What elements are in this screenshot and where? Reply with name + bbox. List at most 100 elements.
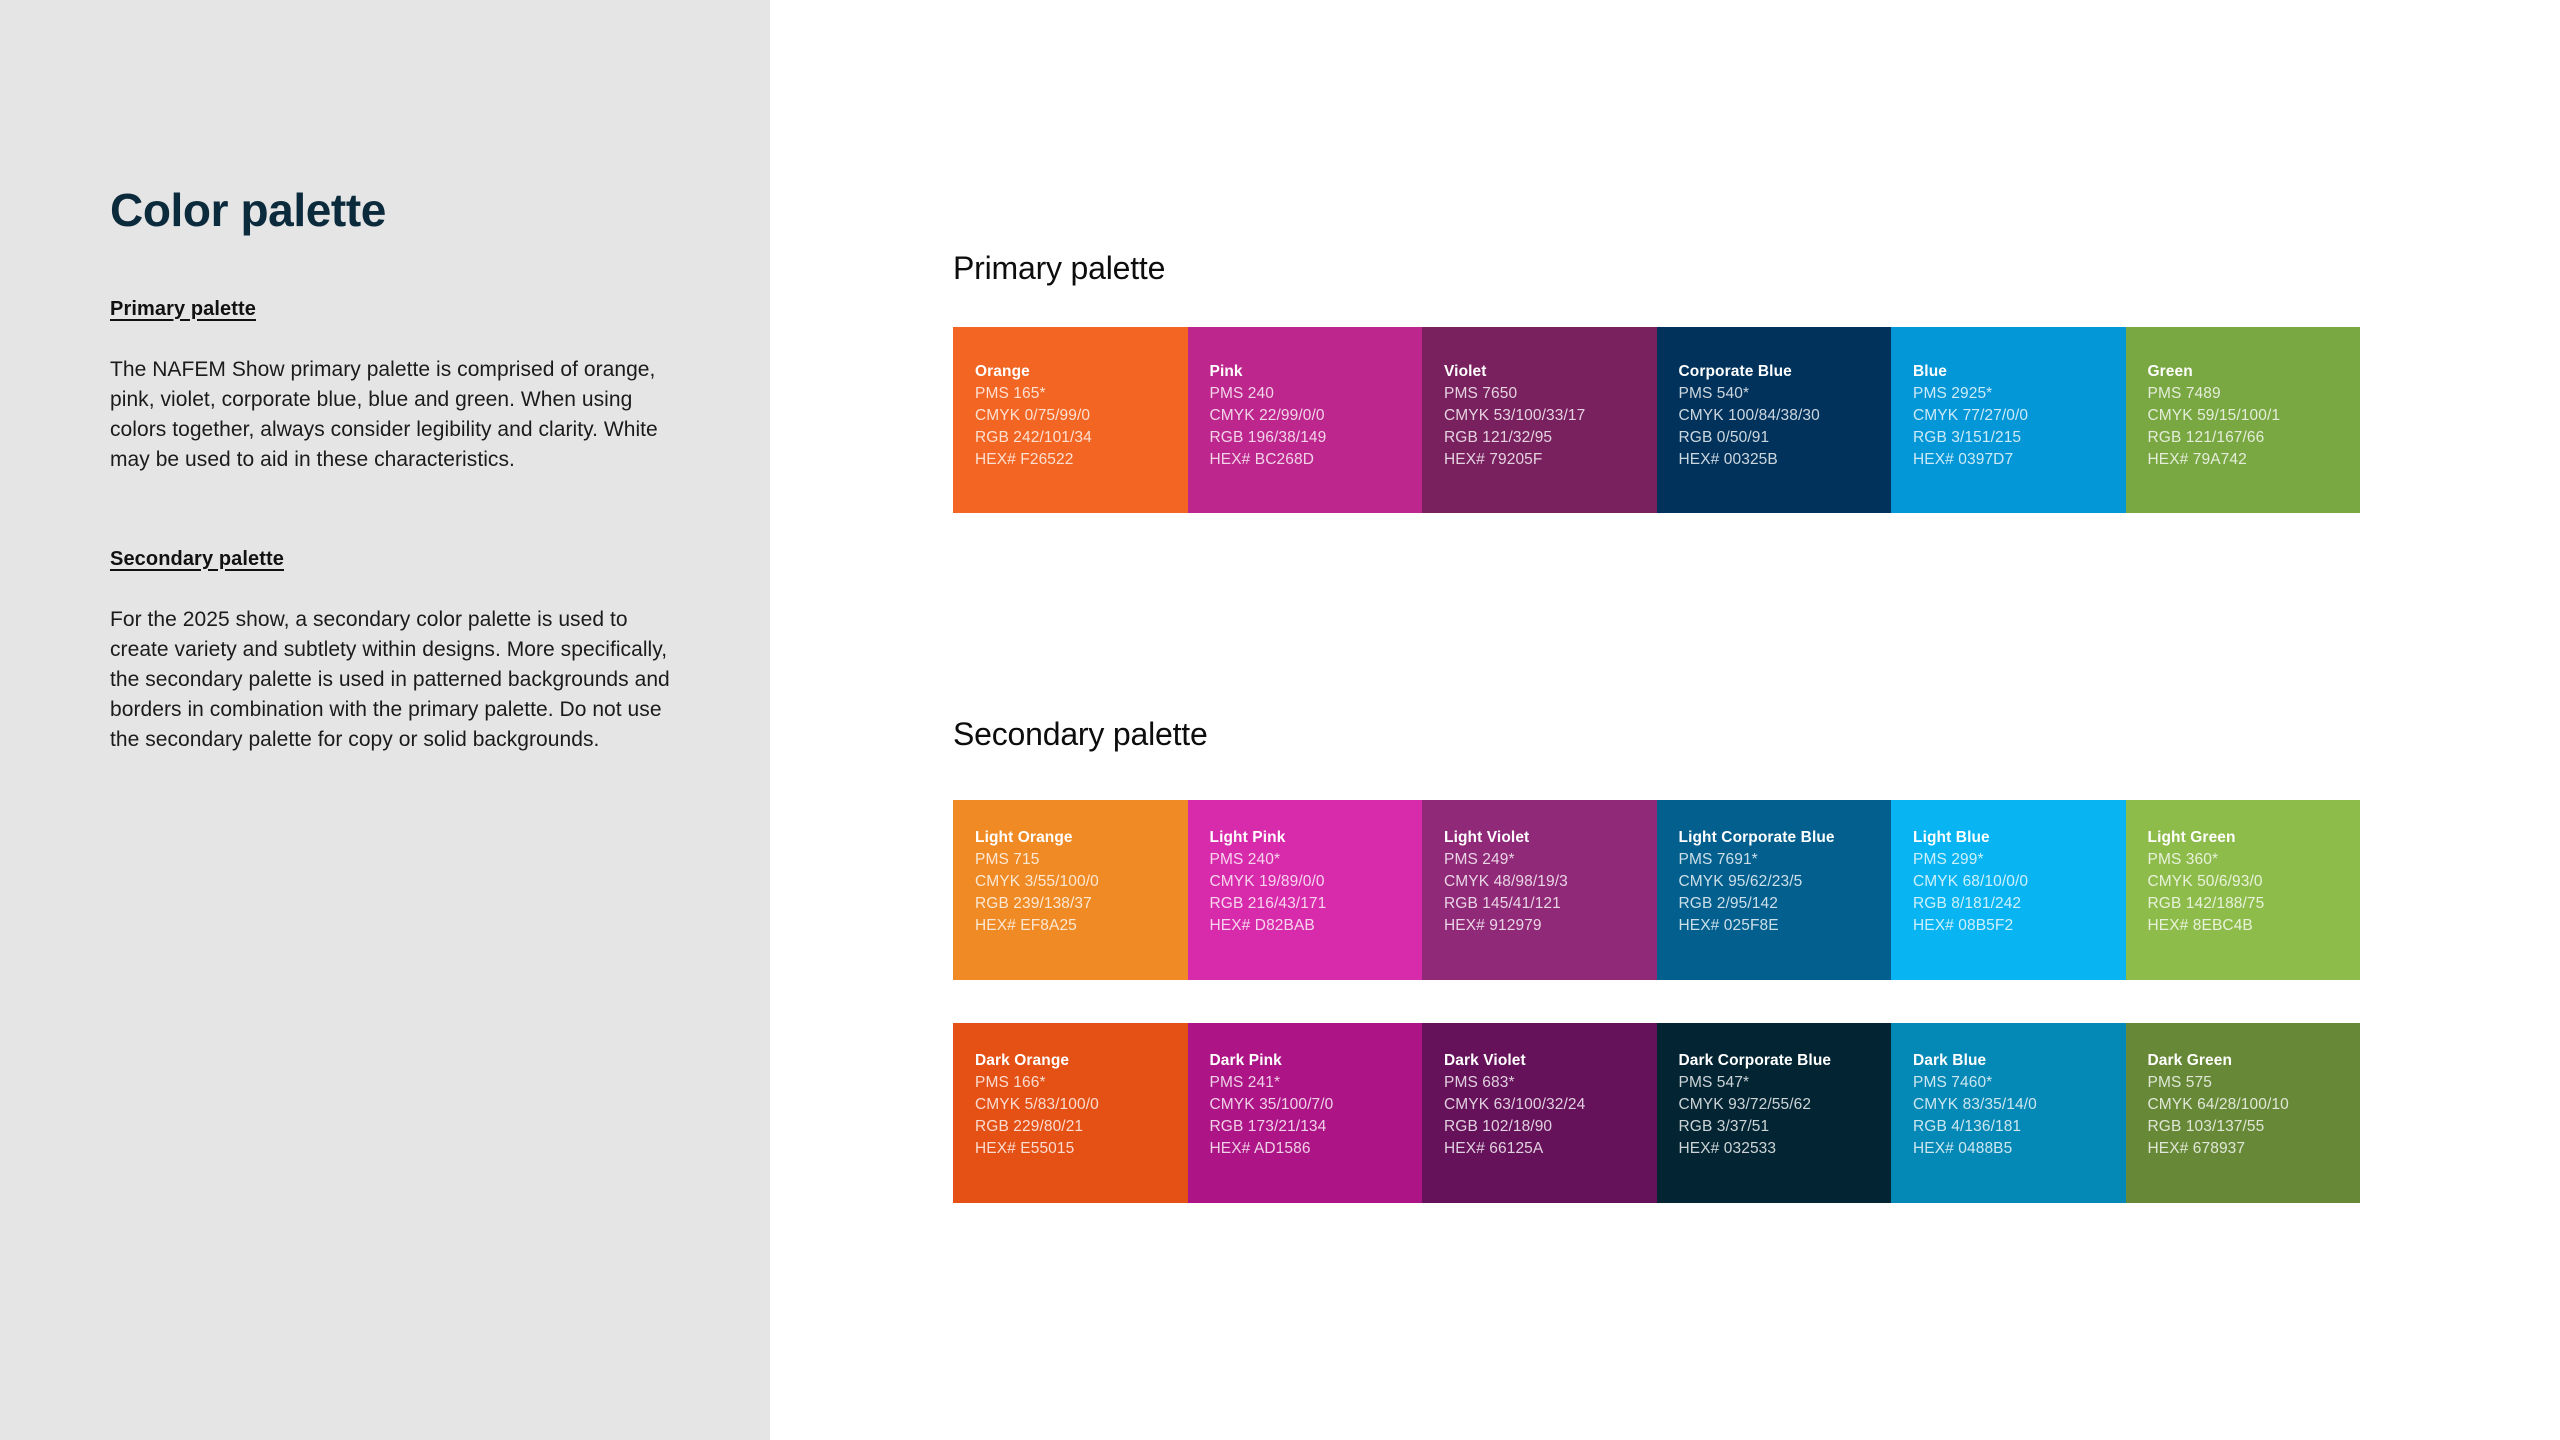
swatch-hex-value: HEX# D82BAB [1209, 917, 1315, 934]
color-swatch[interactable]: Light Green PMS 360* CMYK 50/6/93/0 RGB 142… [2125, 800, 2360, 980]
swatch-pms-value: PMS 360* [2147, 851, 2219, 868]
swatch-name: Light Pink [1209, 829, 1286, 846]
swatch-cmyk-value: CMYK 83/35/14/0 [1913, 1096, 2037, 1113]
color-swatch[interactable]: Pink PMS 240 CMYK 22/99/0/0 RGB 196/38/149 H… [1187, 327, 1422, 513]
swatch-name: Light Corporate Blue [1678, 829, 1835, 846]
color-swatch[interactable]: Dark Corporate Blue PMS 547* CMYK 93/72/55… [1656, 1023, 1891, 1203]
swatch-pms-value: PMS 7650 [1444, 385, 1518, 402]
swatch-pms-value: PMS 540* [1678, 385, 1750, 402]
swatch-name: Light Green [2147, 829, 2236, 846]
swatch-cmyk-value: CMYK 100/84/38/30 [1678, 407, 1820, 424]
swatch-hex-value: HEX# 678937 [2147, 1140, 2246, 1157]
swatch-hex-value: HEX# 66125A [1444, 1140, 1544, 1157]
swatch-name: Dark Orange [975, 1052, 1070, 1069]
secondary-palette-light-row: Light Orange PMS 715 CMYK 3/55/100/0 RGB 23… [953, 800, 2360, 980]
swatch-name: Light Blue [1913, 829, 1990, 846]
swatch-pms-value: PMS 240* [1209, 851, 1281, 868]
color-swatch[interactable]: Dark Blue PMS 7460* CMYK 83/35/14/0 RGB 4/1… [1891, 1023, 2126, 1203]
swatch-cmyk-value: CMYK 95/62/23/5 [1678, 873, 1803, 890]
swatch-rgb-value: RGB 8/181/242 [1913, 895, 2022, 912]
swatch-cmyk-value: CMYK 48/98/19/3 [1444, 873, 1568, 890]
swatch-cmyk-value: CMYK 59/15/100/1 [2147, 407, 2281, 424]
sidebar-panel: Color palette Primary palette The NAFEM … [0, 0, 770, 1440]
swatch-cmyk-value: CMYK 68/10/0/0 [1913, 873, 2029, 890]
sidebar-heading-secondary: Secondary palette [110, 547, 284, 570]
sidebar-content: Color palette Primary palette The NAFEM … [110, 185, 680, 756]
swatch-hex-value: HEX# 912979 [1444, 917, 1542, 934]
swatch-rgb-value: RGB 102/18/90 [1444, 1118, 1553, 1135]
swatch-name: Dark Pink [1209, 1052, 1282, 1069]
swatch-pms-value: PMS 299* [1913, 851, 1984, 868]
sidebar-body-secondary: For the 2025 show, a secondary color pal… [110, 607, 670, 752]
sidebar-body-primary: The NAFEM Show primary palette is compri… [110, 357, 658, 472]
swatch-name: Green [2147, 363, 2193, 380]
swatch-rgb-value: RGB 145/41/121 [1444, 895, 1561, 912]
color-swatch[interactable]: Dark Pink PMS 241* CMYK 35/100/7/0 RGB 173/… [1187, 1023, 1422, 1203]
swatch-pms-value: PMS 7460* [1913, 1074, 1993, 1091]
color-swatch[interactable]: Orange PMS 165* CMYK 0/75/99/0 RGB 242/101/… [953, 327, 1188, 513]
swatch-pms-value: PMS 575 [2147, 1074, 2212, 1091]
swatch-hex-value: HEX# F26522 [975, 451, 1074, 468]
swatch-rgb-value: RGB 173/21/134 [1209, 1118, 1327, 1135]
page-title: Color palette [110, 184, 386, 236]
swatch-pms-value: PMS 7489 [2147, 385, 2221, 402]
swatch-pms-value: PMS 166* [975, 1074, 1046, 1091]
swatch-pms-value: PMS 683* [1444, 1074, 1515, 1091]
swatch-hex-value: HEX# AD1586 [1209, 1140, 1311, 1157]
color-swatch[interactable]: Dark Orange PMS 166* CMYK 5/83/100/0 RGB 22… [953, 1023, 1188, 1203]
color-swatch[interactable]: Dark Green PMS 575 CMYK 64/28/100/10 RGB 10… [2125, 1023, 2360, 1203]
swatch-name: Corporate Blue [1678, 363, 1792, 380]
swatch-rgb-value: RGB 3/37/51 [1678, 1118, 1770, 1135]
color-swatch[interactable]: Light Corporate Blue PMS 7691* CMYK 95/62/… [1656, 800, 1891, 980]
swatch-name: Light Orange [975, 829, 1073, 846]
swatch-name: Violet [1444, 363, 1487, 380]
swatch-pms-value: PMS 2925* [1913, 385, 1993, 402]
color-swatch[interactable]: Light Pink PMS 240* CMYK 19/89/0/0 RGB 216/… [1187, 800, 1422, 980]
swatch-cmyk-value: CMYK 77/27/0/0 [1913, 407, 2029, 424]
swatch-hex-value: HEX# 025F8E [1678, 917, 1779, 934]
swatch-rgb-value: RGB 142/188/75 [2147, 895, 2265, 912]
swatch-rgb-value: RGB 0/50/91 [1678, 429, 1770, 446]
swatch-rgb-value: RGB 121/32/95 [1444, 429, 1553, 446]
swatch-cmyk-value: CMYK 0/75/99/0 [975, 407, 1091, 424]
swatch-pms-value: PMS 547* [1678, 1074, 1750, 1091]
swatch-hex-value: HEX# EF8A25 [975, 917, 1077, 934]
section-heading-secondary-palette: Secondary palette [953, 716, 1208, 752]
swatch-rgb-value: RGB 239/138/37 [975, 895, 1092, 912]
swatch-rgb-value: RGB 242/101/34 [975, 429, 1092, 446]
swatch-rgb-value: RGB 2/95/142 [1678, 895, 1778, 912]
swatch-name: Light Violet [1444, 829, 1530, 846]
swatch-hex-value: HEX# 00325B [1678, 451, 1778, 468]
primary-palette-row: Orange PMS 165* CMYK 0/75/99/0 RGB 242/101/… [953, 327, 2360, 513]
swatch-name: Dark Blue [1913, 1052, 1987, 1069]
secondary-palette-dark-row: Dark Orange PMS 166* CMYK 5/83/100/0 RGB 22… [953, 1023, 2360, 1203]
color-swatch[interactable]: Corporate Blue PMS 540* CMYK 100/84/38/30 R… [1656, 327, 1891, 513]
color-swatch[interactable]: Dark Violet PMS 683* CMYK 63/100/32/24 RGB … [1422, 1023, 1657, 1203]
color-swatch[interactable]: Light Blue PMS 299* CMYK 68/10/0/0 RGB 8/18… [1891, 800, 2126, 980]
color-swatch[interactable]: Blue PMS 2925* CMYK 77/27/0/0 RGB 3/151/215… [1891, 327, 2126, 513]
section-heading-primary-palette: Primary palette [953, 250, 1166, 286]
swatch-cmyk-value: CMYK 19/89/0/0 [1209, 873, 1325, 890]
swatch-name: Dark Green [2147, 1052, 2233, 1069]
swatch-pms-value: PMS 715 [975, 851, 1040, 868]
swatch-cmyk-value: CMYK 93/72/55/62 [1678, 1096, 1812, 1113]
color-swatch[interactable]: Green PMS 7489 CMYK 59/15/100/1 RGB 121/167… [2125, 327, 2360, 513]
swatch-rgb-value: RGB 196/38/149 [1209, 429, 1327, 446]
swatch-hex-value: HEX# 79205F [1444, 451, 1543, 468]
swatch-hex-value: HEX# 08B5F2 [1913, 917, 2014, 934]
color-swatch[interactable]: Light Orange PMS 715 CMYK 3/55/100/0 RGB 23… [953, 800, 1188, 980]
swatch-rgb-value: RGB 3/151/215 [1913, 429, 2022, 446]
swatch-hex-value: HEX# 0488B5 [1913, 1140, 2013, 1157]
swatch-rgb-value: RGB 4/136/181 [1913, 1118, 2022, 1135]
swatch-cmyk-value: CMYK 63/100/32/24 [1444, 1096, 1586, 1113]
swatch-name: Blue [1913, 363, 1947, 380]
swatch-cmyk-value: CMYK 64/28/100/10 [2147, 1096, 2289, 1113]
swatch-rgb-value: RGB 103/137/55 [2147, 1118, 2265, 1135]
swatch-rgb-value: RGB 121/167/66 [2147, 429, 2265, 446]
swatch-cmyk-value: CMYK 50/6/93/0 [2147, 873, 2263, 890]
color-swatch[interactable]: Light Violet PMS 249* CMYK 48/98/19/3 RGB 1… [1422, 800, 1657, 980]
swatch-cmyk-value: CMYK 3/55/100/0 [975, 873, 1099, 890]
color-swatch[interactable]: Violet PMS 7650 CMYK 53/100/33/17 RGB 121/3… [1422, 327, 1657, 513]
swatch-pms-value: PMS 241* [1209, 1074, 1281, 1091]
